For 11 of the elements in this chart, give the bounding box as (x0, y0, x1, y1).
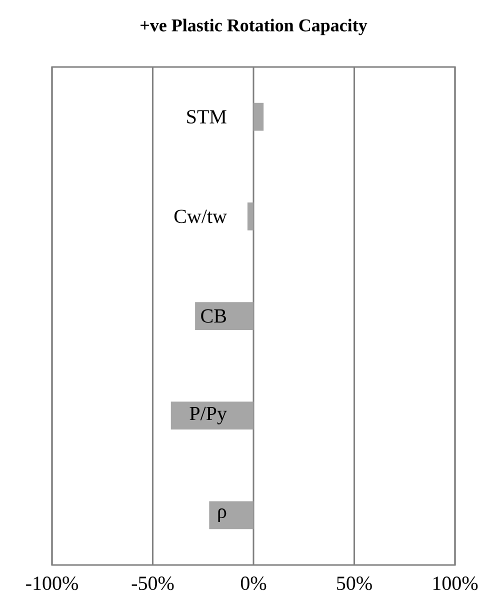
y-tick-label: ρ (218, 508, 226, 522)
x-tick-label: -50% (132, 576, 174, 590)
x-tick-label: 0% (240, 576, 266, 590)
y-tick-label: STM (187, 110, 226, 124)
y-tick-label: CB (201, 309, 226, 323)
y-tick-label: P/Py (190, 406, 227, 424)
chart-title: +ve Plastic Rotation Capacity (140, 18, 368, 36)
x-tick-label: 100% (433, 576, 478, 590)
x-tick-label: -100% (26, 576, 78, 590)
y-tick-label: Cw/tw (174, 210, 227, 224)
x-tick-label: 50% (337, 576, 372, 590)
